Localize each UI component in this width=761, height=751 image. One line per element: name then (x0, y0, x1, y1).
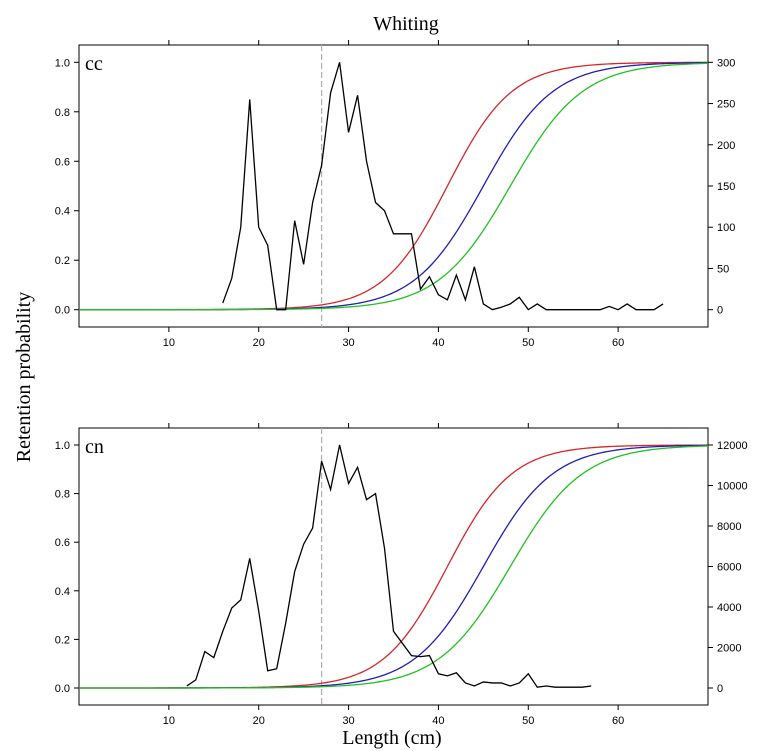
y-tick-label: 0.8 (55, 107, 70, 119)
plot-frame (78, 427, 709, 706)
retention-curve-red (79, 61, 708, 311)
y2-tick-label: 6000 (717, 562, 741, 574)
length-frequency-line (186, 444, 592, 688)
y2-tick-label: 250 (717, 99, 735, 111)
x-tick-label: 50 (522, 337, 534, 349)
panel-cn: 10 20 30 40 50 60 0.0 0.2 0.4 0.6 0.8 1.0 0 2000 4000 6… (55, 423, 748, 727)
x-tick-label: 50 (522, 715, 534, 727)
x-tick-label: 40 (432, 715, 444, 727)
y2-tick-label: 50 (717, 263, 729, 275)
y-tick-label: 0.4 (55, 206, 70, 218)
chart-title: Whiting (373, 13, 439, 35)
x-tick-label: 40 (432, 337, 444, 349)
x-tick-label: 60 (612, 337, 624, 349)
y-tick-label: 1.0 (55, 57, 70, 69)
y-tick-label: 1.0 (55, 440, 70, 452)
x-axis-label: Length (cm) (342, 727, 441, 749)
retention-curve-red (79, 444, 709, 689)
x-tick-label: 60 (612, 715, 624, 727)
x-tick-label: 10 (163, 715, 175, 727)
y2-tick-label: 0 (717, 305, 723, 317)
retention-curve-green (79, 445, 709, 689)
panel-label: cc (85, 53, 103, 75)
y2-tick-label: 4000 (717, 602, 741, 614)
x-tick-label: 20 (253, 337, 265, 349)
x-tick-label: 30 (342, 715, 354, 727)
x-tick-label: 10 (163, 337, 175, 349)
y2-tick-label: 150 (717, 181, 735, 193)
y-tick-label: 0.6 (55, 156, 70, 168)
y2-tick-label: 8000 (717, 521, 741, 533)
y2-tick-label: 200 (717, 140, 735, 152)
y2-tick-label: 12000 (717, 440, 748, 452)
retention-curve-green (79, 62, 709, 311)
length-frequency-line (222, 62, 664, 311)
y-axis-label: Retention probability (13, 292, 35, 463)
y2-tick-label: 2000 (717, 642, 741, 654)
x-tick-label: 30 (342, 337, 354, 349)
panel-cc: 10 20 30 40 50 60 0.0 0.2 0.4 0.6 0.8 1.0 0 50 100 150 2… (55, 40, 735, 349)
panel-label: cn (85, 436, 104, 458)
y-tick-label: 0.2 (55, 255, 70, 267)
x-tick-label: 20 (253, 715, 265, 727)
y2-tick-label: 0 (717, 683, 723, 695)
y-tick-label: 0.0 (55, 683, 70, 695)
y2-tick-label: 100 (717, 222, 735, 234)
y2-tick-label: 10000 (717, 481, 748, 493)
y-tick-label: 0.4 (55, 586, 70, 598)
retention-curve-blue (79, 62, 709, 311)
y-tick-label: 0.0 (55, 305, 70, 317)
retention-curve-blue (79, 444, 709, 689)
y-tick-label: 0.6 (55, 537, 70, 549)
y2-tick-label: 300 (717, 57, 735, 69)
plot-frame (78, 44, 709, 328)
y-tick-label: 0.2 (55, 634, 70, 646)
y-tick-label: 0.8 (55, 489, 70, 501)
